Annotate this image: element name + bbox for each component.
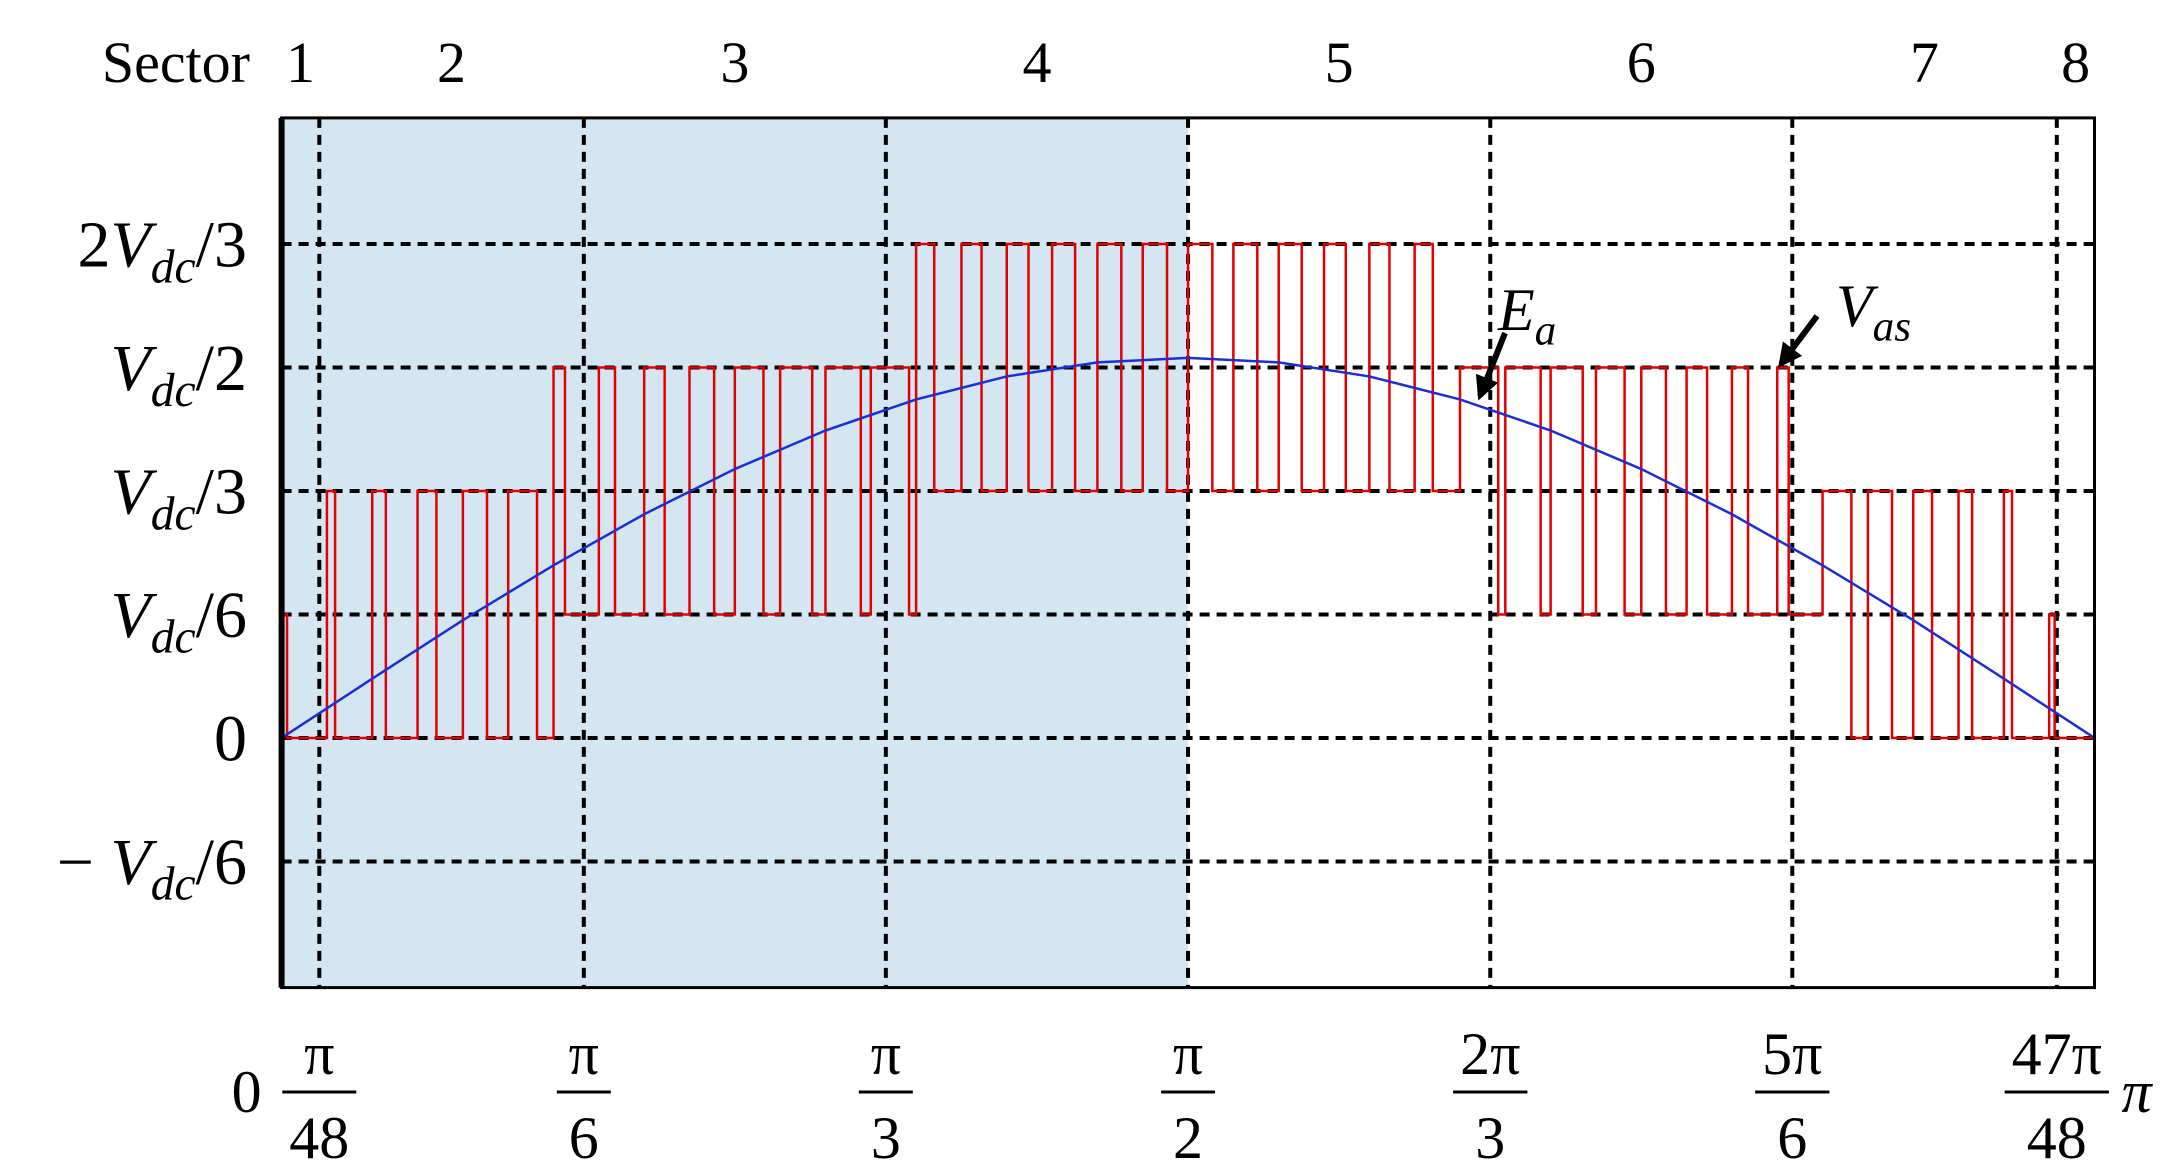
- x-tick-denominator: 6: [1777, 1105, 1807, 1169]
- x-tick-denominator: 48: [289, 1105, 349, 1169]
- sector-label: 6: [1627, 30, 1656, 95]
- y-tick-label: 0: [214, 702, 247, 775]
- sector-label: 8: [2061, 30, 2090, 95]
- x-tick-numerator: π: [871, 1021, 901, 1087]
- x-tick-numerator: π: [1173, 1021, 1203, 1087]
- y-tick-label: Vdc/6: [110, 579, 247, 664]
- x-tick-denominator: 48: [2027, 1105, 2087, 1169]
- frame-layer: [278, 116, 2097, 990]
- x-tick-denominator: 6: [569, 1105, 599, 1169]
- x-tick-denominator: 2: [1173, 1105, 1203, 1169]
- x-tick-label: 0: [232, 1059, 262, 1125]
- annotation-arrow: [1475, 331, 1508, 401]
- annotation-arrow: [1778, 314, 1820, 368]
- x-tick-numerator: 5π: [1762, 1021, 1822, 1087]
- sector-label: 7: [1910, 30, 1939, 95]
- back-emf-line: [280, 356, 2096, 739]
- sector-label: 4: [1022, 30, 1051, 95]
- y-tick-label: Vdc/3: [110, 455, 247, 540]
- series-annotation: Ea: [1497, 277, 1556, 354]
- y-tick-label: − Vdc/6: [57, 826, 247, 911]
- series-annotation: Vas: [1836, 273, 1911, 350]
- sector-title: Sector: [102, 30, 250, 95]
- x-tick-denominator: 3: [1475, 1105, 1505, 1169]
- x-tick-label: π: [2121, 1059, 2153, 1125]
- sector-label: 2: [437, 30, 466, 95]
- x-tick-numerator: 2π: [1460, 1021, 1520, 1087]
- y-tick-label: Vdc/2: [110, 332, 247, 417]
- x-tick-numerator: 47π: [2012, 1021, 2102, 1087]
- x-tick-numerator: π: [569, 1021, 599, 1087]
- x-tick-denominator: 3: [871, 1105, 901, 1169]
- y-tick-label: 2Vdc/3: [77, 208, 247, 293]
- sector-label: 5: [1325, 30, 1354, 95]
- sector-label: 1: [286, 30, 315, 95]
- sector-label: 3: [720, 30, 749, 95]
- x-tick-numerator: π: [304, 1021, 334, 1087]
